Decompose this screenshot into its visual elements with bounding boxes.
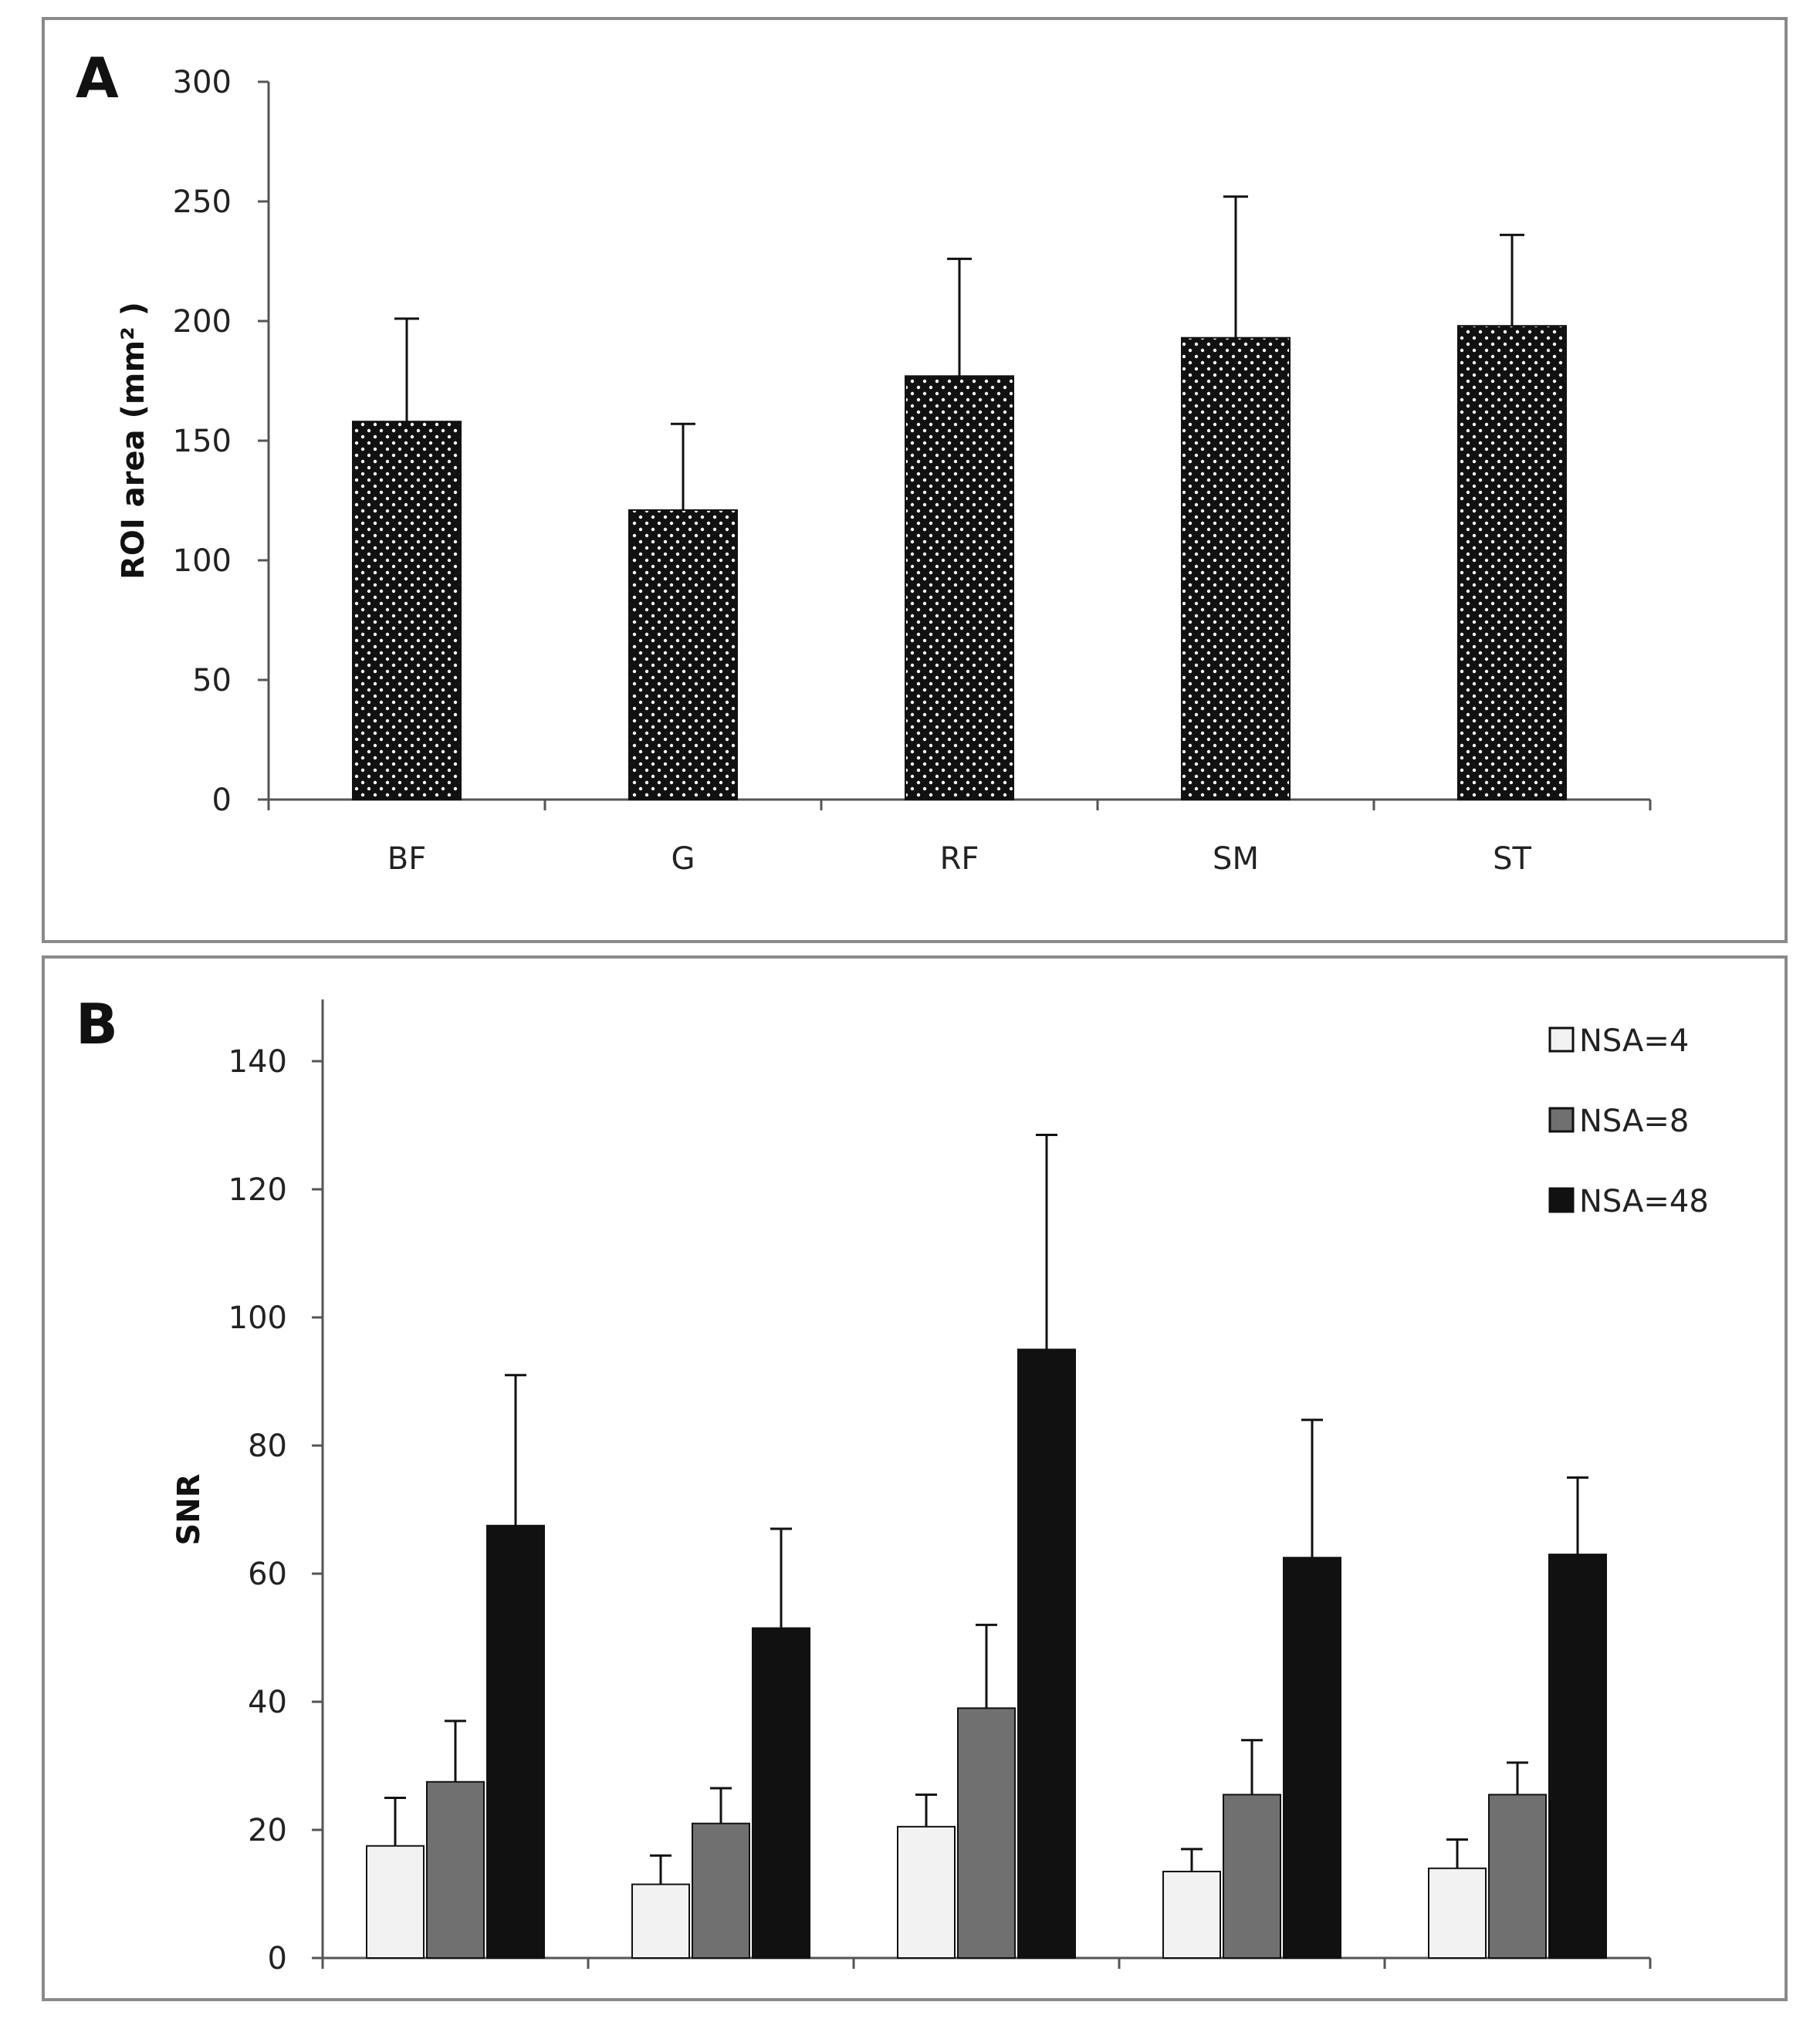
y-tick-label-a: 150 — [173, 424, 232, 459]
bar-st-nsa48 — [1548, 1554, 1607, 1959]
bar-rf-nsa48 — [1017, 1348, 1076, 1959]
chart-a: A 0 50 100 150 200 250 300 BF G RF SM ST ROI area (m… — [76, 46, 1652, 877]
bar-rf-nsa8 — [957, 1707, 1016, 1959]
bar-sm-nsa48 — [1283, 1557, 1341, 1959]
bar-sm — [1181, 336, 1291, 800]
x-tick-label-a: BF — [387, 841, 426, 877]
bar-g-nsa8 — [692, 1822, 750, 1959]
y-tick-label-b: 40 — [248, 1685, 287, 1720]
bar-st-nsa8 — [1488, 1794, 1547, 1959]
bar-g-nsa48 — [752, 1627, 810, 1959]
bar-bf-nsa8 — [426, 1780, 485, 1959]
y-axis-title-b: SNR — [171, 1473, 207, 1545]
x-tick-label-a: RF — [940, 841, 979, 877]
y-tick-label-a: 250 — [173, 184, 232, 220]
x-tick-label-a: G — [672, 841, 695, 877]
y-axis-title-a: ROI area (mm² ) — [116, 302, 151, 580]
bar-st — [1457, 325, 1567, 800]
y-tick-label-b: 20 — [248, 1813, 287, 1848]
y-tick-label-a: 100 — [173, 543, 232, 579]
panel-a: A 0 50 100 150 200 250 300 BF G RF SM ST ROI area (m… — [42, 17, 1788, 943]
y-tick-label-a: 300 — [173, 65, 232, 100]
bar-bf-nsa4 — [366, 1845, 425, 1959]
y-tick-label-a: 50 — [192, 663, 232, 698]
legend-swatch — [1548, 1187, 1575, 1213]
bar-bf-nsa48 — [486, 1524, 545, 1959]
bar-st-nsa4 — [1428, 1867, 1487, 1960]
y-tick-label-b: 0 — [268, 1941, 287, 1977]
y-tick-label-b: 140 — [228, 1044, 287, 1080]
bar-sm-nsa4 — [1162, 1870, 1221, 1959]
panel-letter-a: A — [76, 46, 119, 110]
panel-b: B 0 20 40 60 80 100 120 140 NSA=4 NSA=8 NSA=48 SNR — [42, 955, 1788, 2001]
legend-label: NSA=4 — [1579, 1023, 1689, 1059]
y-tick-label-a: 200 — [173, 304, 232, 340]
y-tick-label-b: 60 — [248, 1557, 287, 1592]
y-tick-label-a: 0 — [212, 783, 232, 818]
legend-swatch — [1548, 1026, 1575, 1053]
bar-g-nsa4 — [631, 1883, 690, 1960]
legend-label: NSA=8 — [1579, 1104, 1689, 1139]
chart-b: B 0 20 40 60 80 100 120 140 NSA=4 NSA=8 NSA=48 SNR — [76, 992, 1709, 1977]
panel-letter-b: B — [76, 992, 118, 1057]
y-tick-label-b: 100 — [228, 1300, 287, 1336]
bar-sm-nsa8 — [1223, 1794, 1281, 1959]
x-tick-label-a: SM — [1213, 841, 1259, 877]
bar-rf-nsa4 — [897, 1825, 956, 1959]
y-tick-label-b: 120 — [228, 1172, 287, 1208]
bar-g — [628, 509, 738, 801]
bar-rf — [905, 375, 1014, 800]
y-tick-label-b: 80 — [248, 1429, 287, 1464]
legend-label: NSA=48 — [1579, 1184, 1709, 1219]
legend-swatch — [1548, 1107, 1575, 1133]
bar-bf — [352, 421, 462, 800]
x-tick-label-a: ST — [1493, 841, 1531, 877]
